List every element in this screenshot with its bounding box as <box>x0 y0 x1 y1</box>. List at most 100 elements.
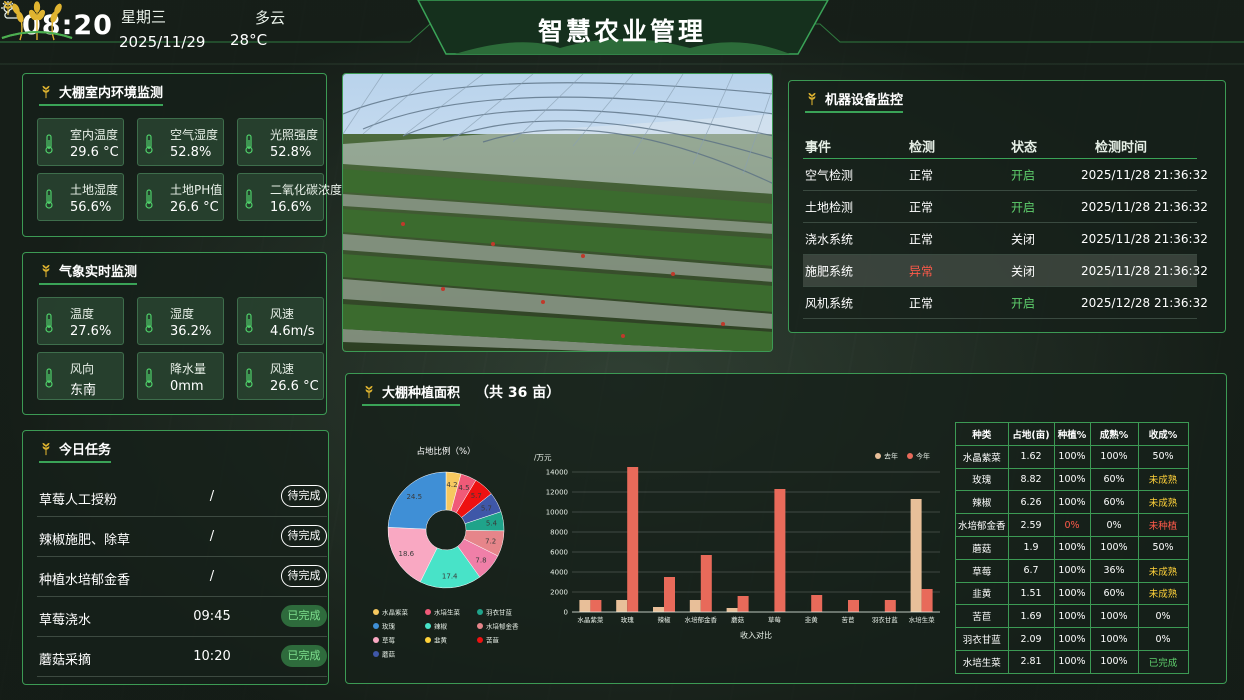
metric-card: 风速 4.6m/s <box>237 297 324 345</box>
bar-this-year <box>664 577 675 612</box>
pie-data-label: 5.7 <box>471 492 482 500</box>
pie-legend-label: 水培郁金香 <box>486 622 519 631</box>
pie-data-label: 7.2 <box>485 537 496 545</box>
thermometer-icon <box>145 313 153 333</box>
pie-legend-marker <box>425 609 431 615</box>
device-event: 土地检测 <box>805 200 854 214</box>
task-time: 10:20 <box>193 649 231 664</box>
crop-cell: 韭黄 <box>955 581 1009 606</box>
crop-cell: 玫瑰 <box>955 467 1009 492</box>
metric-card: 室内温度 29.6 °C <box>37 118 124 166</box>
bar-x-axis-label: 收入对比 <box>740 630 772 640</box>
task-item: 草莓浇水 09:45 已完成 <box>37 597 327 637</box>
bar-x-tick-label: 苦苣 <box>842 615 856 624</box>
metric-card: 风速 26.6 °C <box>237 352 324 400</box>
task-status-button[interactable]: 待完成 <box>281 565 327 587</box>
device-table: 事件 检测 状态 检测时间 空气检测 正常 开启 2025/11/28 21:36:3… <box>803 133 1208 319</box>
wheat-small-icon <box>4 1 12 15</box>
header-frame <box>0 0 1244 65</box>
wheat-title-icon <box>42 442 50 455</box>
device-row: 土地检测 正常 开启 2025/11/28 21:36:32 <box>803 191 1208 223</box>
crop-cell: 0% <box>1137 604 1189 629</box>
bar-legend-marker <box>875 453 881 459</box>
crop-cell: 60% <box>1089 467 1139 492</box>
thermometer-icon <box>245 313 253 333</box>
crop-cell: 羽衣甘蓝 <box>955 627 1009 651</box>
bar-this-year <box>884 600 896 612</box>
crop-cell: 36% <box>1089 558 1139 583</box>
bar-this-year <box>921 589 933 612</box>
app-title: 智慧农业管理 <box>537 17 706 46</box>
pie-legend-label: 韭黄 <box>434 636 448 645</box>
crop-cell: 100% <box>1089 604 1139 629</box>
crop-cell: 未成熟 <box>1137 467 1189 492</box>
bar-this-year <box>700 555 712 612</box>
device-check: 正常 <box>909 296 934 310</box>
task-status-button[interactable]: 已完成 <box>281 605 327 627</box>
bar-y-tick-label: 6000 <box>550 549 568 557</box>
bar-this-year <box>627 467 639 612</box>
crop-cell: 苦苣 <box>955 604 1009 629</box>
crop-cell: 50% <box>1137 444 1189 469</box>
metric-label: 室内温度 <box>70 128 119 142</box>
task-item: 辣椒施肥、除草 / 待完成 <box>37 517 327 557</box>
crop-cell: 已完成 <box>1137 649 1189 674</box>
crop-cell: 100% <box>1053 490 1091 515</box>
task-item: 种植水培郁金香 / 待完成 <box>37 557 327 597</box>
task-list: 草莓人工授粉 / 待完成 辣椒施肥、除草 / 待完成 种植水培郁金香 / 待完成 草莓浇水 09:4… <box>37 477 327 677</box>
device-row: 施肥系统 异常 关闭 2025/11/28 21:36:32 <box>803 255 1208 287</box>
bar-this-year <box>774 489 786 612</box>
pie-data-label: 18.6 <box>399 550 415 558</box>
thermometer-icon <box>145 134 153 154</box>
device-state: 关闭 <box>1011 264 1036 278</box>
device-time: 2025/11/28 21:36:32 <box>1081 263 1208 278</box>
wheat-decoration-right-icon <box>1 1 73 41</box>
metric-label: 温度 <box>70 307 95 321</box>
crop-row: 韭黄 1.51 100% 60% 未成熟 <box>955 581 1189 606</box>
metric-label: 风速 <box>270 307 295 321</box>
indoor-env-title: 大棚室内环境监测 <box>39 82 164 106</box>
bar-x-tick-label: 羽衣甘蓝 <box>872 615 899 624</box>
pie-legend-marker <box>373 651 379 657</box>
metric-value: 52.8% <box>270 145 312 160</box>
device-check: 正常 <box>909 232 934 246</box>
bar-x-tick-label: 辣椒 <box>658 615 672 624</box>
metric-card: 土地湿度 56.6% <box>37 173 124 221</box>
crop-cell: 0% <box>1053 513 1091 537</box>
bar-y-tick-label: 2000 <box>550 589 568 597</box>
task-status-button[interactable]: 已完成 <box>281 645 327 667</box>
crop-cell: 2.59 <box>1007 513 1055 537</box>
device-time: 2025/11/28 21:36:32 <box>1081 231 1208 246</box>
metric-card: 土地PH值 26.6 °C <box>137 173 224 221</box>
thermometer-icon <box>245 189 253 209</box>
pie-data-label: 24.5 <box>406 493 422 501</box>
crop-row: 辣椒 6.26 100% 60% 未成熟 <box>955 490 1189 515</box>
bar-last-year <box>689 600 701 612</box>
task-time: / <box>209 569 215 584</box>
device-state: 开启 <box>1011 168 1036 182</box>
task-status-button[interactable]: 待完成 <box>281 485 327 507</box>
device-event: 施肥系统 <box>805 264 854 278</box>
thermometer-icon <box>45 313 53 333</box>
land-ratio-pie-chart: 占地比例（%）4.2 4.55.75.75.47.27.817.418.624.5… <box>373 446 519 659</box>
task-name: 种植水培郁金香 <box>39 573 131 588</box>
device-check: 正常 <box>909 168 934 182</box>
task-status-button[interactable]: 待完成 <box>281 525 327 547</box>
bar-y-tick-label: 10000 <box>546 509 568 517</box>
device-event: 空气检测 <box>805 168 854 182</box>
device-state: 开启 <box>1011 200 1036 214</box>
metric-label: 风速 <box>270 362 295 376</box>
crop-cell: 未成熟 <box>1137 581 1189 606</box>
crop-row: 羽衣甘蓝 2.09 100% 100% 0% <box>955 627 1189 651</box>
wheat-title-icon <box>42 264 50 277</box>
metric-value: 26.6 °C <box>170 200 219 215</box>
crop-cell: 100% <box>1089 444 1139 469</box>
crop-cell: 蘑菇 <box>955 535 1009 560</box>
weekday: 星期三 <box>121 8 167 26</box>
pie-legend-marker <box>477 637 483 643</box>
thermometer-icon <box>145 368 153 388</box>
greenhouse-image <box>343 74 772 351</box>
thermometer-icon <box>45 368 53 388</box>
crop-cell: 水培郁金香 <box>955 513 1009 537</box>
crop-cell: 100% <box>1053 581 1091 606</box>
